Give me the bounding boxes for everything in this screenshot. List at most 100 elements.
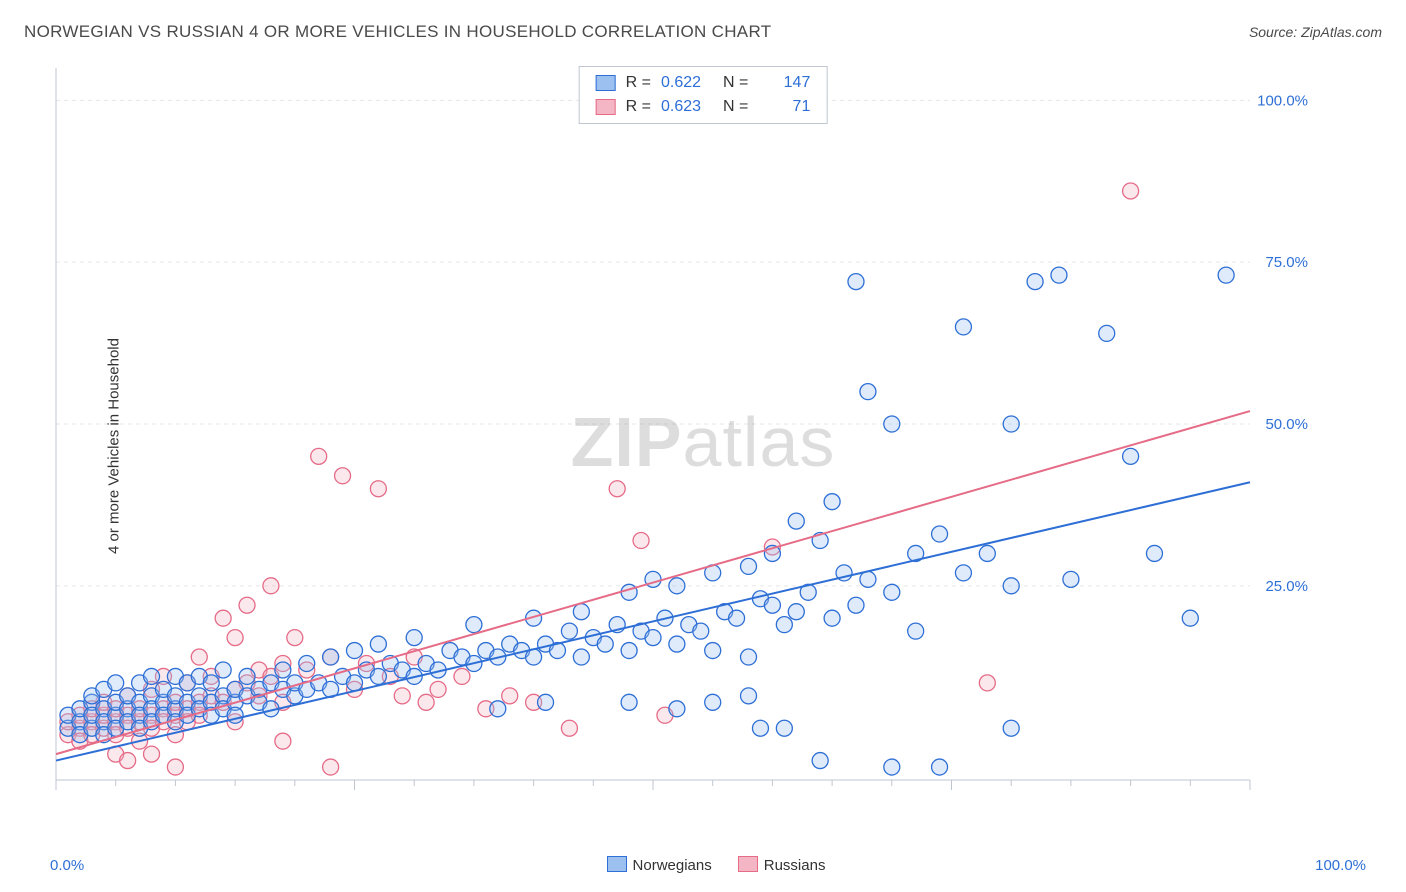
data-point bbox=[1003, 416, 1019, 432]
r-label: R = bbox=[626, 95, 651, 119]
data-point bbox=[454, 668, 470, 684]
chart-title: NORWEGIAN VS RUSSIAN 4 OR MORE VEHICLES … bbox=[24, 22, 771, 42]
data-point bbox=[824, 494, 840, 510]
series-legend: Norwegians Russians bbox=[0, 856, 1406, 874]
data-point bbox=[573, 604, 589, 620]
data-point bbox=[621, 643, 637, 659]
data-point bbox=[645, 630, 661, 646]
r-value: 0.623 bbox=[661, 95, 713, 119]
y-tick-label: 50.0% bbox=[1265, 416, 1308, 433]
data-point bbox=[394, 688, 410, 704]
data-point bbox=[597, 636, 613, 652]
y-tick-label: 25.0% bbox=[1265, 578, 1308, 595]
source-name: ZipAtlas.com bbox=[1301, 24, 1382, 40]
data-point bbox=[299, 655, 315, 671]
data-point bbox=[1099, 325, 1115, 341]
data-point bbox=[215, 610, 231, 626]
data-point bbox=[311, 448, 327, 464]
data-point bbox=[955, 319, 971, 335]
data-point bbox=[729, 610, 745, 626]
data-point bbox=[323, 759, 339, 775]
data-point bbox=[1182, 610, 1198, 626]
data-point bbox=[1063, 571, 1079, 587]
data-point bbox=[609, 481, 625, 497]
data-point bbox=[561, 623, 577, 639]
data-point bbox=[275, 733, 291, 749]
legend-swatch bbox=[596, 75, 616, 91]
data-point bbox=[741, 688, 757, 704]
data-point bbox=[908, 623, 924, 639]
n-label: N = bbox=[723, 71, 748, 95]
n-label: N = bbox=[723, 95, 748, 119]
n-value: 147 bbox=[758, 71, 810, 95]
legend-series-label: Russians bbox=[764, 857, 826, 874]
data-point bbox=[191, 649, 207, 665]
correlation-legend: R =0.622N =147R =0.623N =71 bbox=[579, 66, 828, 124]
data-point bbox=[215, 662, 231, 678]
data-point bbox=[1123, 448, 1139, 464]
data-point bbox=[418, 694, 434, 710]
data-point bbox=[884, 759, 900, 775]
data-point bbox=[884, 416, 900, 432]
data-point bbox=[1146, 545, 1162, 561]
data-point bbox=[741, 558, 757, 574]
data-point bbox=[705, 643, 721, 659]
data-point bbox=[705, 694, 721, 710]
data-point bbox=[370, 481, 386, 497]
data-point bbox=[573, 649, 589, 665]
data-point bbox=[263, 578, 279, 594]
r-label: R = bbox=[626, 71, 651, 95]
data-point bbox=[848, 274, 864, 290]
correlation-legend-row: R = 0.622 N = 147 bbox=[596, 71, 811, 95]
data-point bbox=[406, 630, 422, 646]
data-point bbox=[621, 694, 637, 710]
source-attribution: Source: ZipAtlas.com bbox=[1249, 24, 1382, 40]
legend-swatch bbox=[738, 856, 758, 872]
data-point bbox=[1027, 274, 1043, 290]
data-point bbox=[776, 617, 792, 633]
chart-region: 25.0%50.0%75.0%100.0% bbox=[50, 62, 1370, 832]
y-tick-label: 100.0% bbox=[1257, 92, 1308, 109]
data-point bbox=[621, 584, 637, 600]
data-point bbox=[144, 668, 160, 684]
data-point bbox=[347, 643, 363, 659]
data-point bbox=[1051, 267, 1067, 283]
data-point bbox=[979, 675, 995, 691]
data-point bbox=[741, 649, 757, 665]
data-point bbox=[788, 513, 804, 529]
data-point bbox=[860, 571, 876, 587]
data-point bbox=[335, 468, 351, 484]
data-point bbox=[239, 668, 255, 684]
r-value: 0.622 bbox=[661, 71, 713, 95]
data-point bbox=[979, 545, 995, 561]
data-point bbox=[108, 675, 124, 691]
data-point bbox=[812, 753, 828, 769]
scatter-chart: 25.0%50.0%75.0%100.0% bbox=[50, 62, 1320, 802]
data-point bbox=[764, 597, 780, 613]
data-point bbox=[502, 688, 518, 704]
data-point bbox=[955, 565, 971, 581]
y-axis-label: 4 or more Vehicles in Household bbox=[105, 338, 122, 554]
data-point bbox=[932, 526, 948, 542]
data-point bbox=[884, 584, 900, 600]
data-point bbox=[1123, 183, 1139, 199]
data-point bbox=[669, 701, 685, 717]
legend-series-label: Norwegians bbox=[633, 857, 712, 874]
data-point bbox=[752, 720, 768, 736]
data-point bbox=[490, 701, 506, 717]
data-point bbox=[430, 681, 446, 697]
data-point bbox=[824, 610, 840, 626]
data-point bbox=[669, 636, 685, 652]
data-point bbox=[561, 720, 577, 736]
data-point bbox=[538, 694, 554, 710]
data-point bbox=[239, 597, 255, 613]
data-point bbox=[323, 649, 339, 665]
data-point bbox=[1003, 578, 1019, 594]
data-point bbox=[693, 623, 709, 639]
legend-swatch bbox=[607, 856, 627, 872]
data-point bbox=[633, 533, 649, 549]
source-prefix: Source: bbox=[1249, 24, 1301, 40]
data-point bbox=[144, 746, 160, 762]
data-point bbox=[776, 720, 792, 736]
data-point bbox=[370, 636, 386, 652]
